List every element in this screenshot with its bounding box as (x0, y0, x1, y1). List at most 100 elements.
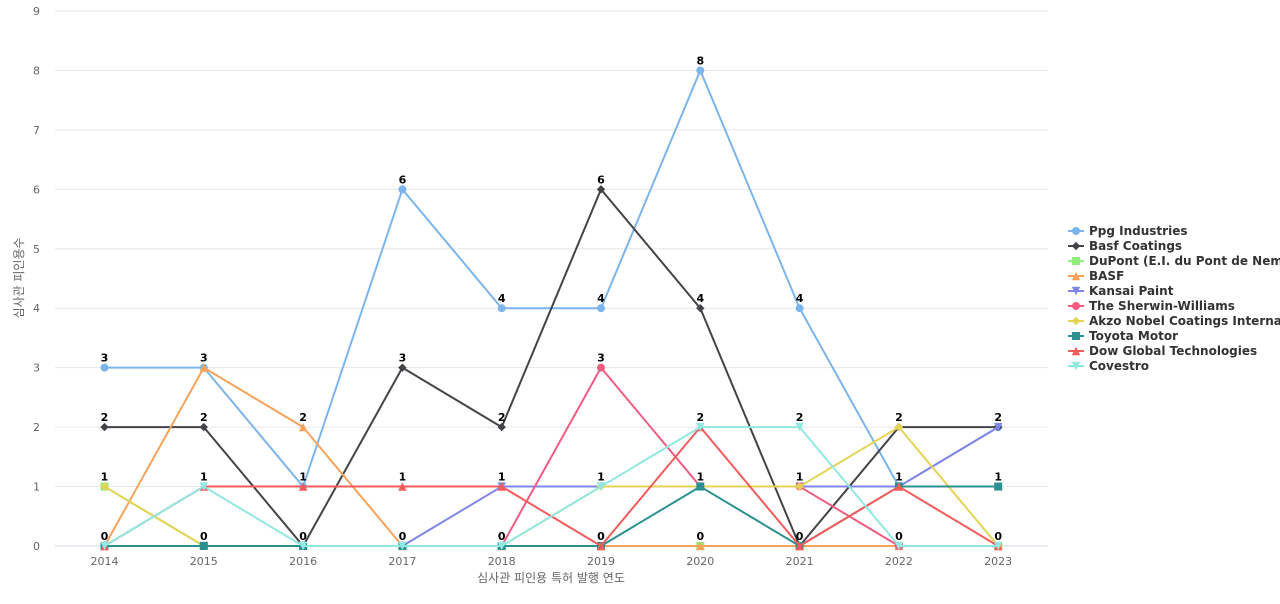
data-label: 1 (399, 471, 407, 484)
y-tick-label: 2 (33, 421, 40, 434)
data-point (101, 364, 109, 372)
data-label: 1 (299, 471, 307, 484)
legend-label: Kansai Paint (1089, 284, 1174, 298)
x-tick-label: 2022 (885, 555, 913, 568)
y-tick-label: 6 (33, 183, 40, 196)
x-tick-label: 2015 (190, 555, 218, 568)
legend-item[interactable]: Covestro (1068, 359, 1149, 373)
legend-label: Basf Coatings (1089, 239, 1182, 253)
legend-label: Akzo Nobel Coatings Interna... (1089, 314, 1280, 328)
data-label: 3 (101, 352, 109, 365)
legend-label: BASF (1089, 269, 1124, 283)
y-tick-label: 3 (33, 362, 40, 375)
data-label: 1 (994, 471, 1002, 484)
legend-marker (1072, 242, 1080, 250)
legend-marker (1072, 257, 1080, 265)
legend-item[interactable]: Akzo Nobel Coatings Interna... (1068, 314, 1280, 328)
data-label: 8 (696, 54, 704, 67)
data-label: 6 (399, 173, 407, 186)
data-label: 0 (101, 530, 109, 543)
data-label: 2 (498, 411, 506, 424)
data-label: 0 (597, 530, 605, 543)
data-label: 2 (200, 411, 208, 424)
data-point (100, 423, 108, 431)
x-tick-label: 2018 (488, 555, 516, 568)
data-label: 0 (895, 530, 903, 543)
y-tick-label: 4 (33, 302, 40, 315)
data-label: 4 (796, 292, 804, 305)
data-labels: 331644841222032640210000000021111311122 (101, 54, 1003, 543)
series-5 (101, 364, 1003, 550)
data-label: 1 (498, 471, 506, 484)
x-axis-title: 심사관 피인용 특허 발행 연도 (477, 570, 625, 585)
legend-item[interactable]: Dow Global Technologies (1068, 344, 1257, 358)
legend-label: Covestro (1089, 359, 1149, 373)
data-label: 4 (696, 292, 704, 305)
data-label: 1 (696, 471, 704, 484)
x-tick-label: 2021 (786, 555, 814, 568)
legend-item[interactable]: Kansai Paint (1068, 284, 1174, 298)
y-tick-label: 8 (33, 64, 40, 77)
data-label: 1 (200, 471, 208, 484)
data-point (398, 363, 406, 371)
y-tick-label: 7 (33, 124, 40, 137)
series-line (105, 368, 999, 546)
data-label: 1 (101, 471, 109, 484)
data-point (796, 304, 804, 312)
series-line (105, 70, 999, 486)
data-label: 1 (597, 471, 605, 484)
data-point (994, 483, 1002, 491)
x-tick-label: 2016 (289, 555, 317, 568)
data-point (696, 66, 704, 74)
data-label: 3 (399, 352, 407, 365)
data-point (696, 483, 704, 491)
data-label: 1 (796, 471, 804, 484)
y-tick-label: 5 (33, 243, 40, 256)
data-label: 0 (399, 530, 407, 543)
legend-item[interactable]: The Sherwin-Williams (1068, 299, 1235, 313)
legend-label: Ppg Industries (1089, 224, 1187, 238)
data-label: 0 (796, 530, 804, 543)
data-point (200, 542, 208, 550)
legend-item[interactable]: Ppg Industries (1068, 224, 1187, 238)
y-tick-label: 1 (33, 481, 40, 494)
y-tick-label: 9 (33, 5, 40, 18)
data-point (498, 304, 506, 312)
data-label: 0 (299, 530, 307, 543)
x-tick-label: 2023 (984, 555, 1012, 568)
data-point (597, 364, 605, 372)
legend-label: DuPont (E.I. du Pont de Nem... (1089, 254, 1280, 268)
grid-lines (55, 11, 1048, 546)
x-tick-label: 2020 (686, 555, 714, 568)
legend-label: The Sherwin-Williams (1089, 299, 1235, 313)
y-axis-title: 심사관 피인용수 (12, 237, 26, 318)
data-label: 2 (299, 411, 307, 424)
data-label: 0 (696, 530, 704, 543)
x-tick-label: 2014 (91, 555, 119, 568)
legend-item[interactable]: Toyota Motor (1068, 329, 1178, 343)
legend-marker (1072, 332, 1080, 340)
data-label: 2 (696, 411, 704, 424)
legend-marker (1072, 317, 1080, 325)
data-point (498, 423, 506, 431)
y-tick-label: 0 (33, 540, 40, 553)
data-point (597, 304, 605, 312)
data-label: 3 (597, 352, 605, 365)
legend-item[interactable]: DuPont (E.I. du Pont de Nem... (1068, 254, 1280, 268)
legend-label: Toyota Motor (1089, 329, 1178, 343)
data-label: 2 (101, 411, 109, 424)
data-label: 2 (796, 411, 804, 424)
legend-marker (1072, 302, 1080, 310)
data-label: 3 (200, 352, 208, 365)
legend-item[interactable]: Basf Coatings (1068, 239, 1182, 253)
data-label: 0 (200, 530, 208, 543)
data-point (398, 185, 406, 193)
data-label: 1 (895, 471, 903, 484)
data-label: 0 (498, 530, 506, 543)
x-tick-label: 2019 (587, 555, 615, 568)
legend-item[interactable]: BASF (1068, 269, 1124, 283)
data-label: 2 (994, 411, 1002, 424)
data-label: 0 (994, 530, 1002, 543)
